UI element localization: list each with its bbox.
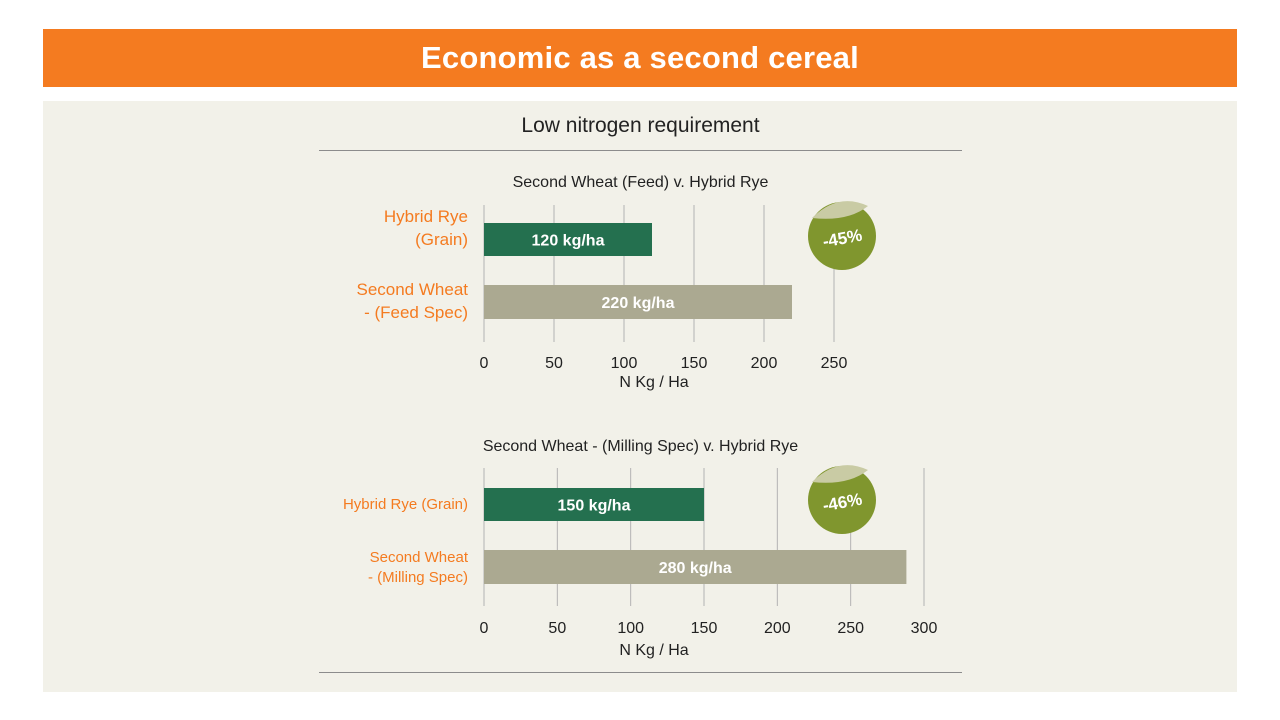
chart2-tick-label: 50 [548, 620, 566, 637]
chart2-tick-label: 250 [837, 620, 864, 637]
chart1-data-label: 220 kg/ha [602, 295, 675, 312]
chart2-category-label-second-wheat: Second Wheat - (Milling Spec) [368, 548, 468, 589]
divider-top [319, 150, 962, 151]
chart2-tick-label: 200 [764, 620, 791, 637]
chart2-bar-second-wheat [484, 550, 907, 584]
chart1-data-label: 120 kg/ha [532, 233, 605, 250]
badge-peel [812, 201, 868, 219]
chart1-tick-label: 250 [821, 355, 848, 372]
chart1-category-label-line: - (Feed Spec) [364, 302, 468, 322]
chart2-tick-label: 300 [911, 620, 938, 637]
chart1-tick-label: 100 [611, 355, 638, 372]
chart1-category-label-hybrid-rye: Hybrid Rye (Grain) [384, 206, 468, 252]
chart2-tick-label: 150 [691, 620, 718, 637]
chart2-category-label-line: Hybrid Rye (Grain) [342, 496, 468, 513]
chart2-bar-hybrid-rye [484, 488, 704, 521]
chart1-tick-label: 150 [681, 355, 708, 372]
badge-peel [812, 465, 868, 483]
chart1-category-label-second-wheat: Second Wheat - (Feed Spec) [356, 279, 468, 325]
chart2-reduction-badge: -46% [808, 465, 876, 534]
chart2-category-label-hybrid-rye: Hybrid Rye (Grain) [343, 495, 468, 515]
chart1-category-label-line: (Grain) [415, 229, 468, 249]
chart1-category-label-line: Hybrid Rye [383, 207, 468, 226]
chart1-title: Second Wheat (Feed) v. Hybrid Rye [512, 174, 769, 191]
chart1-bar-second-wheat [484, 285, 792, 319]
page-title: Economic as a second cereal [421, 40, 859, 75]
content-panel [43, 101, 1237, 692]
badge-circle [808, 202, 876, 270]
chart2-category-label-line: - (Milling Spec) [367, 569, 468, 587]
chart2-title: Second Wheat - (Milling Spec) v. Hybrid … [482, 438, 799, 455]
chart2-data-label: 280 kg/ha [659, 560, 732, 577]
chart1-reduction-badge: -45% [808, 201, 876, 270]
header-banner: Economic as a second cereal [43, 29, 1237, 87]
chart1-tick-label: 200 [751, 355, 778, 372]
section-title: Low nitrogen requirement [521, 114, 760, 137]
chart1-x-axis-title: N Kg / Ha [619, 374, 689, 391]
chart2-data-label: 150 kg/ha [558, 498, 631, 515]
chart2-tick-label: 100 [617, 620, 644, 637]
chart1-category-label-line: Second Wheat [356, 280, 468, 299]
chart1-tick-label: 50 [545, 355, 563, 372]
chart2-tick-label: 0 [480, 620, 489, 637]
chart2-x-axis-title: N Kg / Ha [619, 642, 689, 659]
chart2-category-label-line: Second Wheat [369, 549, 468, 566]
divider-bottom [319, 672, 962, 673]
chart1-bar-hybrid-rye [484, 223, 652, 256]
chart1-tick-label: 0 [480, 355, 489, 372]
badge-circle [808, 466, 876, 534]
